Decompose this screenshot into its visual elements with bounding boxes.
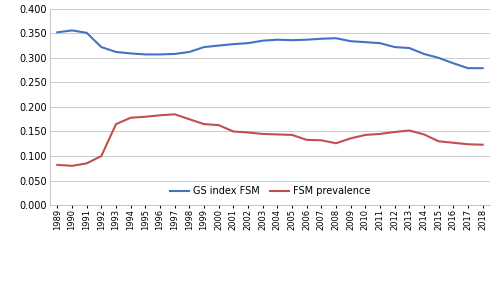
GS index FSM [362,40,368,44]
GS index FSM [201,45,207,49]
GS index FSM [69,29,75,32]
GS index FSM [172,52,177,56]
FSM prevalence [186,117,192,121]
GS index FSM [333,37,339,40]
GS index FSM [113,50,119,54]
FSM prevalence [98,154,104,158]
FSM prevalence [201,122,207,126]
FSM prevalence [230,130,236,133]
GS index FSM [450,62,456,65]
FSM prevalence [245,131,251,134]
GS index FSM [436,56,442,60]
FSM prevalence [54,163,60,167]
FSM prevalence [465,142,471,146]
GS index FSM [84,31,89,35]
GS index FSM [304,38,310,42]
FSM prevalence [274,133,280,136]
FSM prevalence [348,137,354,140]
FSM prevalence [260,132,266,136]
FSM prevalence [172,113,177,116]
FSM prevalence [450,141,456,144]
FSM prevalence [392,130,398,134]
GS index FSM [421,52,427,56]
GS index FSM [216,44,222,47]
FSM prevalence [128,116,134,120]
FSM prevalence [421,133,427,136]
GS index FSM [289,38,295,42]
FSM prevalence [480,143,486,146]
FSM prevalence [113,122,119,126]
FSM prevalence [289,133,295,137]
FSM prevalence [377,132,383,136]
Line: FSM prevalence: FSM prevalence [58,114,482,166]
FSM prevalence [318,139,324,142]
GS index FSM [260,39,266,42]
FSM prevalence [142,115,148,118]
GS index FSM [54,30,60,34]
Line: GS index FSM: GS index FSM [58,30,482,68]
GS index FSM [348,40,354,43]
FSM prevalence [69,164,75,168]
FSM prevalence [333,142,339,145]
GS index FSM [406,46,412,50]
GS index FSM [245,41,251,45]
GS index FSM [318,37,324,40]
GS index FSM [186,50,192,54]
GS index FSM [230,42,236,46]
GS index FSM [465,67,471,70]
GS index FSM [128,52,134,55]
FSM prevalence [157,113,163,117]
FSM prevalence [406,129,412,132]
GS index FSM [480,67,486,70]
FSM prevalence [436,139,442,143]
GS index FSM [142,53,148,56]
Legend: GS index FSM, FSM prevalence: GS index FSM, FSM prevalence [170,186,370,196]
FSM prevalence [216,123,222,127]
GS index FSM [377,41,383,45]
GS index FSM [98,45,104,49]
GS index FSM [392,45,398,49]
FSM prevalence [84,162,89,165]
FSM prevalence [362,133,368,137]
GS index FSM [157,53,163,56]
GS index FSM [274,38,280,42]
FSM prevalence [304,138,310,142]
